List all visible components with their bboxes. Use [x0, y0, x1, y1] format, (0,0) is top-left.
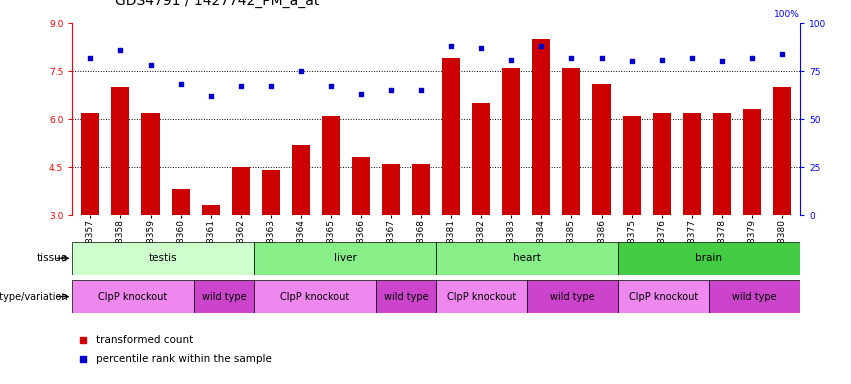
Bar	[709, 280, 800, 313]
Bar	[375, 280, 436, 313]
Bar	[292, 145, 310, 215]
Text: transformed count: transformed count	[95, 335, 193, 345]
Point	[444, 43, 458, 49]
Point	[294, 68, 308, 74]
Text: genotype/variation: genotype/variation	[0, 291, 68, 302]
Point	[264, 83, 277, 89]
Text: wild type: wild type	[551, 291, 595, 302]
Point	[595, 55, 608, 61]
Text: testis: testis	[149, 253, 178, 263]
Bar	[773, 87, 791, 215]
Bar	[533, 39, 551, 215]
Text: heart: heart	[513, 253, 541, 263]
Bar	[262, 170, 280, 215]
Point	[745, 55, 758, 61]
Bar	[623, 116, 641, 215]
Bar	[472, 103, 490, 215]
Bar	[502, 68, 520, 215]
Text: GDS4791 / 1427742_PM_a_at: GDS4791 / 1427742_PM_a_at	[115, 0, 319, 8]
Text: ClpP knockout: ClpP knockout	[280, 291, 350, 302]
Point	[534, 43, 548, 49]
Text: ClpP knockout: ClpP knockout	[447, 291, 517, 302]
Text: ClpP knockout: ClpP knockout	[629, 291, 698, 302]
Point	[775, 51, 789, 57]
Bar	[141, 113, 159, 215]
Text: wild type: wild type	[202, 291, 246, 302]
Bar	[743, 109, 761, 215]
Bar	[231, 167, 249, 215]
Point	[234, 83, 248, 89]
Point	[414, 87, 428, 93]
Bar	[527, 280, 618, 313]
Bar	[592, 84, 610, 215]
Text: percentile rank within the sample: percentile rank within the sample	[95, 354, 271, 364]
Text: brain: brain	[695, 253, 722, 263]
Bar	[72, 280, 193, 313]
Bar	[382, 164, 400, 215]
Point	[204, 93, 218, 99]
Bar	[111, 87, 129, 215]
Text: ClpP knockout: ClpP knockout	[99, 291, 168, 302]
Bar	[322, 116, 340, 215]
Bar	[563, 68, 580, 215]
Point	[385, 87, 398, 93]
Point	[564, 55, 578, 61]
Bar	[683, 113, 700, 215]
Text: wild type: wild type	[384, 291, 428, 302]
Bar	[412, 164, 430, 215]
Point	[625, 58, 638, 65]
Bar	[72, 242, 254, 275]
Bar	[172, 189, 190, 215]
Point	[354, 91, 368, 97]
Text: tissue: tissue	[37, 253, 68, 263]
Bar	[436, 280, 527, 313]
Bar	[193, 280, 254, 313]
Point	[715, 58, 728, 65]
Point	[654, 56, 668, 63]
Bar	[653, 113, 671, 215]
Bar	[352, 157, 370, 215]
Bar	[82, 113, 100, 215]
Bar	[618, 242, 800, 275]
Bar	[443, 58, 460, 215]
Point	[324, 83, 338, 89]
Bar	[254, 242, 436, 275]
Text: 100%: 100%	[774, 10, 800, 19]
Bar	[713, 113, 731, 215]
Bar	[202, 205, 220, 215]
Text: wild type: wild type	[732, 291, 777, 302]
Point	[174, 81, 187, 88]
Point	[505, 56, 518, 63]
Point	[83, 55, 97, 61]
Point	[114, 47, 128, 53]
Bar	[436, 242, 618, 275]
Bar	[254, 280, 375, 313]
Text: liver: liver	[334, 253, 357, 263]
Bar	[618, 280, 709, 313]
Point	[685, 55, 699, 61]
Point	[474, 45, 488, 51]
Point	[144, 62, 157, 68]
